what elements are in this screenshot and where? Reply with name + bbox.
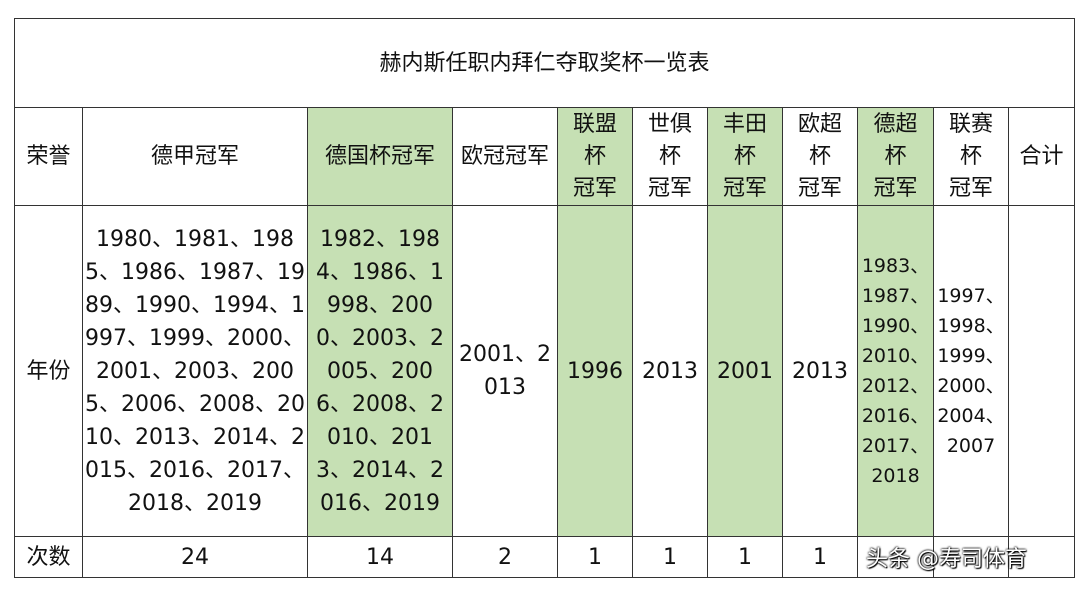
years-super-cup: 2013 (782, 205, 858, 537)
count-super-cup: 1 (782, 536, 858, 578)
header-club-world-cup: 世俱 杯 冠军 (632, 107, 708, 206)
years-german-super-cup: 1983、1987、1990、2010、2012、2016、2017、2018 (857, 205, 934, 537)
trophy-table: 赫内斯任职内拜仁夺取奖杯一览表 荣誉 德甲冠军 德国杯冠军 欧冠冠军 联盟 杯 … (13, 18, 1076, 578)
years-liga-pokal: 1997、1998、1999、2000、2004、2007 (933, 205, 1009, 537)
header-total: 合计 (1007, 107, 1076, 206)
count-total (1007, 536, 1076, 578)
count-dfb-pokal: 14 (307, 536, 453, 578)
header-liga-pokal: 联赛 杯 冠军 (933, 107, 1009, 206)
years-club-world-cup: 2013 (632, 205, 708, 537)
years-dfb-pokal: 1982、1984、1986、1998、2000、2003、2005、2006、… (307, 205, 453, 537)
header-bundesliga: 德甲冠军 (82, 107, 308, 206)
header-toyota-cup: 丰田 杯 冠军 (707, 107, 783, 206)
count-champions-league: 2 (452, 536, 558, 578)
watermark: 头条 @寿司体育 (866, 547, 1027, 572)
header-champions-league: 欧冠冠军 (452, 107, 558, 206)
years-label: 年份 (14, 205, 83, 537)
years-bundesliga: 1980、1981、1985、1986、1987、1989、1990、1994、… (82, 205, 308, 537)
count-toyota-cup: 1 (707, 536, 783, 578)
header-german-super-cup: 德超 杯 冠军 (857, 107, 934, 206)
header-league-cup: 联盟 杯 冠军 (557, 107, 633, 206)
count-league-cup: 1 (557, 536, 633, 578)
years-champions-league: 2001、2013 (452, 205, 558, 537)
count-german-super-cup (857, 536, 934, 578)
years-total (1007, 205, 1076, 537)
header-honor: 荣誉 (14, 107, 83, 206)
header-super-cup: 欧超 杯 冠军 (782, 107, 858, 206)
count-bundesliga: 24 (82, 536, 308, 578)
table-title: 赫内斯任职内拜仁夺取奖杯一览表 (13, 18, 1076, 108)
count-club-world-cup: 1 (632, 536, 708, 578)
header-dfb-pokal: 德国杯冠军 (307, 107, 453, 206)
years-toyota-cup: 2001 (707, 205, 783, 537)
years-league-cup: 1996 (557, 205, 633, 537)
count-liga-pokal (933, 536, 1009, 578)
count-label: 次数 (14, 536, 83, 578)
